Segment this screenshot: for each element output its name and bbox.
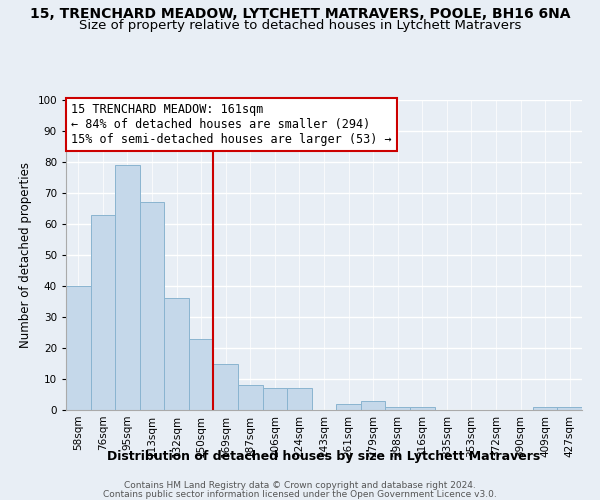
Bar [115, 165, 140, 410]
Text: Distribution of detached houses by size in Lytchett Matravers: Distribution of detached houses by size … [107, 450, 541, 463]
Text: Size of property relative to detached houses in Lytchett Matravers: Size of property relative to detached ho… [79, 19, 521, 32]
Bar [189, 338, 214, 410]
Bar [533, 407, 557, 410]
Bar [287, 388, 312, 410]
Bar [361, 400, 385, 410]
Bar [336, 404, 361, 410]
Bar [164, 298, 189, 410]
Text: Contains HM Land Registry data © Crown copyright and database right 2024.: Contains HM Land Registry data © Crown c… [124, 481, 476, 490]
Bar [140, 202, 164, 410]
Text: Contains public sector information licensed under the Open Government Licence v3: Contains public sector information licen… [103, 490, 497, 499]
Bar [410, 407, 434, 410]
Bar [238, 385, 263, 410]
Bar [557, 407, 582, 410]
Bar [263, 388, 287, 410]
Bar [91, 214, 115, 410]
Bar [66, 286, 91, 410]
Text: 15 TRENCHARD MEADOW: 161sqm
← 84% of detached houses are smaller (294)
15% of se: 15 TRENCHARD MEADOW: 161sqm ← 84% of det… [71, 103, 392, 146]
Bar [385, 407, 410, 410]
Text: 15, TRENCHARD MEADOW, LYTCHETT MATRAVERS, POOLE, BH16 6NA: 15, TRENCHARD MEADOW, LYTCHETT MATRAVERS… [30, 8, 570, 22]
Y-axis label: Number of detached properties: Number of detached properties [19, 162, 32, 348]
Bar [214, 364, 238, 410]
